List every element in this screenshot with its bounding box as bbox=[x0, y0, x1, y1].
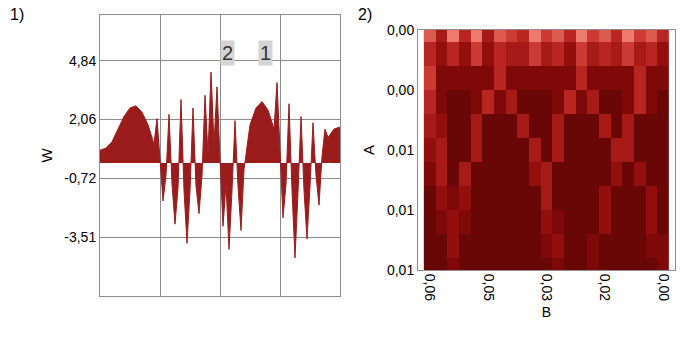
svg-text:A: A bbox=[360, 145, 377, 155]
svg-text:-3,51: -3,51 bbox=[64, 229, 96, 245]
svg-text:0,00: 0,00 bbox=[387, 82, 414, 98]
svg-text:0,03: 0,03 bbox=[539, 274, 555, 301]
svg-text:0,00: 0,00 bbox=[656, 274, 672, 301]
svg-text:2: 2 bbox=[222, 42, 233, 64]
svg-text:B: B bbox=[542, 304, 551, 320]
svg-text:0,06: 0,06 bbox=[422, 274, 438, 301]
svg-text:0,00: 0,00 bbox=[387, 22, 414, 38]
svg-text:0,01: 0,01 bbox=[387, 142, 414, 158]
svg-text:0,01: 0,01 bbox=[387, 202, 414, 218]
svg-text:1): 1) bbox=[10, 6, 24, 23]
svg-text:2): 2) bbox=[358, 6, 372, 23]
svg-text:0,05: 0,05 bbox=[481, 274, 497, 301]
svg-text:0,01: 0,01 bbox=[387, 262, 414, 278]
svg-text:4,84: 4,84 bbox=[69, 53, 96, 69]
svg-text:W: W bbox=[38, 148, 55, 163]
svg-text:-0,72: -0,72 bbox=[64, 170, 96, 186]
svg-text:0,02: 0,02 bbox=[597, 274, 613, 301]
svg-text:2,06: 2,06 bbox=[69, 111, 96, 127]
svg-text:1: 1 bbox=[260, 42, 271, 64]
